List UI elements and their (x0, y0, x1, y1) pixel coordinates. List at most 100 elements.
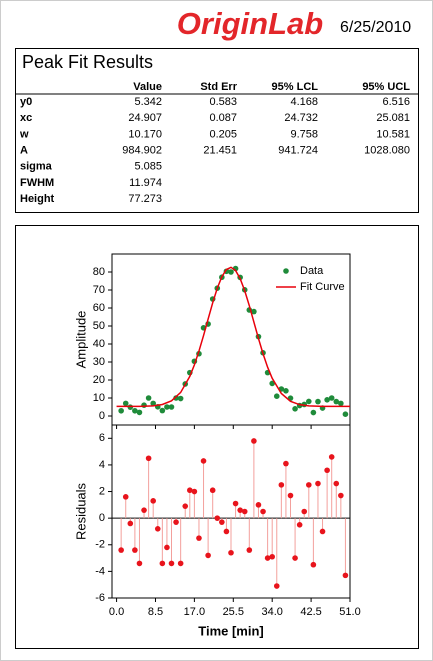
residual-point (273, 583, 280, 589)
residual-point (296, 522, 303, 528)
residual-point (141, 507, 147, 513)
residual-point (122, 494, 129, 500)
row-label: Height (20, 193, 55, 205)
logo: OriginLab (177, 6, 323, 41)
residual-point (118, 547, 124, 553)
residual-point (223, 528, 230, 535)
cell: 6.516 (382, 96, 410, 108)
y-axis-label: Residuals (73, 482, 88, 540)
y-tick-label: 40 (93, 338, 105, 350)
data-point (164, 404, 170, 410)
cell: 24.732 (284, 112, 318, 124)
data-point (324, 397, 330, 403)
data-point (141, 402, 147, 409)
residual-point (150, 498, 156, 504)
residual-point (214, 515, 221, 521)
y-tick-label: 0 (99, 512, 105, 524)
cell: 9.758 (290, 128, 318, 140)
residual-point (237, 507, 243, 513)
data-point (315, 398, 321, 405)
residual-point (301, 508, 308, 515)
column-header: 95% LCL (272, 81, 319, 93)
data-point (310, 409, 317, 416)
residual-point (200, 458, 207, 464)
y-tick-label: 0 (99, 410, 105, 422)
cell: 21.451 (203, 145, 237, 157)
residual-point (328, 454, 335, 460)
legend-label: Fit Curve (300, 281, 345, 293)
residual-point (310, 561, 317, 568)
x-tick-label: 25.5 (223, 606, 244, 618)
cell: 24.907 (128, 112, 162, 124)
data-point (273, 393, 280, 400)
cell: 11.974 (129, 177, 162, 189)
residual-point (219, 519, 225, 525)
residual-point (278, 482, 285, 488)
y-tick-label: 10 (93, 392, 105, 404)
residual-point (159, 560, 166, 567)
residual-point (196, 535, 202, 541)
residual-point (246, 547, 253, 553)
residual-point (342, 572, 349, 579)
residual-point (251, 438, 257, 444)
residual-point (191, 488, 198, 495)
residual-point (306, 482, 312, 488)
chart-frame (15, 225, 419, 649)
residual-point (164, 544, 170, 551)
residual-point (241, 508, 248, 515)
cell: 10.170 (128, 128, 162, 140)
data-point (118, 407, 124, 414)
data-point (251, 308, 257, 315)
data-point (127, 404, 134, 410)
cell: 984.902 (122, 145, 162, 157)
residual-point (132, 547, 138, 553)
x-tick-label: 42.5 (300, 606, 321, 618)
data-point (159, 407, 166, 414)
row-label: y0 (20, 96, 32, 108)
fit-line (116, 266, 351, 408)
residual-point (292, 555, 298, 561)
residual-point (324, 467, 330, 474)
y-tick-label: -6 (95, 592, 105, 604)
x-tick-label: 34.0 (261, 606, 282, 618)
y-tick-label: 70 (93, 284, 105, 296)
column-header: 95% UCL (362, 81, 410, 93)
y-tick-label: 2 (99, 485, 105, 497)
cell: 77.273 (128, 193, 162, 205)
row-label: w (19, 128, 29, 140)
data-point (228, 269, 234, 275)
report-title: Peak Fit Results (22, 52, 153, 72)
y-tick-label: -4 (95, 565, 105, 577)
cell: 0.583 (209, 96, 237, 108)
legend-swatch (283, 268, 289, 274)
residual-point (177, 560, 184, 567)
row-label: xc (20, 112, 32, 124)
data-point (283, 388, 289, 394)
data-point (177, 395, 184, 402)
residual-point (255, 502, 262, 508)
y-tick-label: 80 (93, 266, 105, 278)
data-point (342, 411, 349, 418)
residual-point (154, 526, 161, 532)
y-tick-label: 30 (93, 356, 105, 368)
cell: 5.342 (134, 96, 162, 108)
residual-point (319, 528, 326, 535)
y-tick-label: -2 (95, 539, 105, 551)
data-point (333, 398, 340, 405)
cell: 0.205 (209, 128, 237, 140)
residual-point (127, 520, 134, 527)
x-tick-label: 0.0 (109, 606, 124, 618)
cell: 941.724 (278, 145, 318, 157)
data-point (306, 398, 312, 405)
x-tick-label: 8.5 (148, 606, 163, 618)
residual-point (232, 500, 239, 507)
row-label: sigma (20, 161, 53, 173)
data-point (145, 395, 152, 401)
data-point (136, 409, 143, 416)
legend-label: Data (300, 265, 324, 277)
data-point (122, 400, 129, 407)
residual-point (287, 492, 294, 499)
residual-point (205, 552, 211, 559)
y-tick-label: 6 (99, 432, 105, 444)
